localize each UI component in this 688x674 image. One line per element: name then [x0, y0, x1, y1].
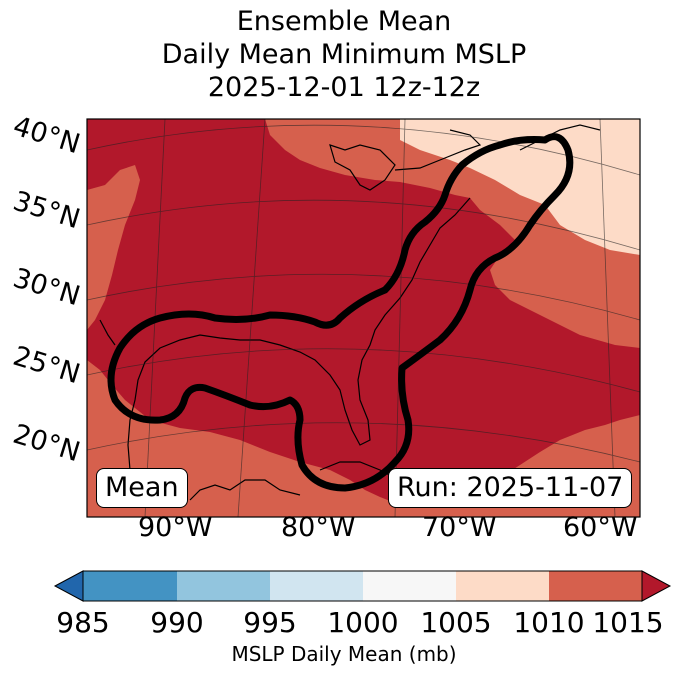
colorbar-tick-1015: 1015 [592, 606, 664, 639]
colorbar-seg-985-990 [83, 571, 177, 601]
colorbar-seg-995-1000 [270, 571, 363, 601]
colorbar-seg-1000-1005 [363, 571, 456, 601]
colorbar-tick-1000: 1000 [327, 606, 399, 639]
colorbar-tick-995: 995 [243, 606, 297, 639]
colorbar-extend-high [641, 570, 672, 602]
colorbar-label: MSLP Daily Mean (mb) [231, 642, 457, 666]
title-line-3: 2025-12-01 12z-12z [207, 72, 481, 103]
lon-label-70w: 70°W [422, 512, 497, 543]
colorbar-tick-990: 990 [150, 606, 204, 639]
title-line-2: Daily Mean Minimum MSLP [161, 39, 527, 70]
lon-label-60w: 60°W [563, 512, 638, 543]
field-band-1010-1015-west [87, 165, 140, 330]
colorbar-frame [82, 570, 643, 602]
colorbar [53, 570, 672, 602]
mean-label-box: Mean [96, 468, 188, 508]
run-date-box: Run: 2025-11-07 [388, 468, 633, 508]
field-band-1005-1010 [400, 119, 640, 255]
colorbar-extend-low [53, 570, 84, 602]
colorbar-tick-985: 985 [56, 606, 110, 639]
colorbar-seg-1005-1010 [456, 571, 549, 601]
colorbar-seg-1010-1015 [549, 571, 642, 601]
field-over-1015 [87, 119, 640, 505]
contour-1010 [107, 133, 574, 492]
map-border [86, 118, 641, 518]
lon-label-80w: 80°W [281, 512, 356, 543]
lon-label-90w: 90°W [138, 512, 213, 543]
title-line-1: Ensemble Mean [236, 6, 452, 37]
colorbar-seg-990-995 [177, 571, 270, 601]
colorbar-tick-1010: 1010 [513, 606, 585, 639]
colorbar-tick-1005: 1005 [420, 606, 492, 639]
